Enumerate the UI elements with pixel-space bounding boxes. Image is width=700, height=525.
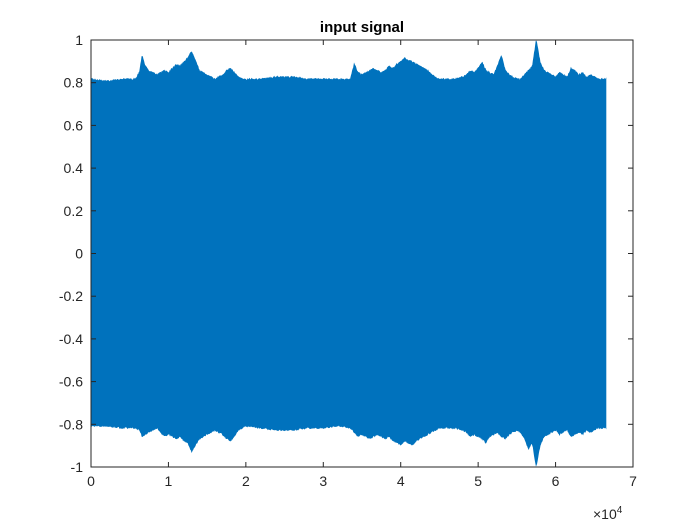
y-tick-label: 1 — [75, 32, 83, 48]
y-tick-label: -0.4 — [59, 331, 83, 347]
x-tick-label: 1 — [165, 473, 173, 489]
y-tick-label: -1 — [71, 459, 84, 475]
x-tick-label: 6 — [552, 473, 560, 489]
y-tick-label: -0.2 — [59, 288, 83, 304]
chart-title: input signal — [320, 19, 404, 36]
y-tick-label: -0.8 — [59, 416, 83, 432]
signal-waveform — [90, 40, 607, 467]
y-axis: -1 -0.8 -0.6 -0.4 -0.2 0 0.2 0.4 0.6 0.8 1 — [59, 32, 633, 475]
y-tick-label: 0.2 — [64, 203, 84, 219]
y-tick-label: 0 — [75, 246, 83, 262]
x-tick-label: 4 — [397, 473, 405, 489]
x-exponent-label: ×104 — [593, 505, 623, 522]
x-axis: 0 1 2 3 4 5 6 7 — [87, 40, 637, 489]
x-tick-label: 0 — [87, 473, 95, 489]
y-tick-label: 0.6 — [64, 117, 84, 133]
x-tick-label: 7 — [629, 473, 637, 489]
x-exponent-power: 4 — [617, 505, 623, 516]
y-tick-label: 0.4 — [64, 160, 84, 176]
y-tick-label: -0.6 — [59, 374, 83, 390]
x-tick-label: 2 — [242, 473, 250, 489]
y-tick-label: 0.8 — [64, 75, 84, 91]
series-layer — [90, 40, 607, 467]
x-tick-label: 3 — [319, 473, 327, 489]
x-tick-label: 5 — [474, 473, 482, 489]
